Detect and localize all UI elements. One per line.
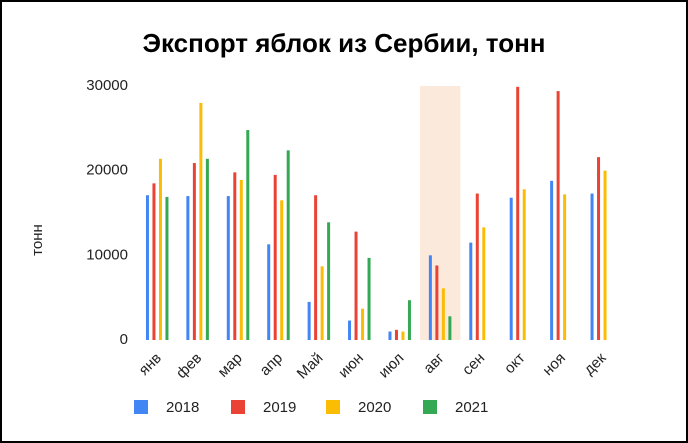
bar <box>361 308 365 340</box>
bar <box>516 86 520 340</box>
bar <box>199 102 203 340</box>
bar <box>401 331 405 340</box>
highlight-band <box>419 86 461 340</box>
bar <box>186 196 190 340</box>
bar <box>388 331 392 340</box>
bar <box>563 194 567 340</box>
legend-label: 2020 <box>358 399 391 416</box>
bar <box>590 193 594 340</box>
bar <box>165 196 169 340</box>
y-tick-label: 10000 <box>86 246 128 263</box>
bar <box>246 130 250 340</box>
bar <box>273 174 277 340</box>
bar <box>394 329 398 340</box>
legend-swatch <box>134 400 148 414</box>
bar <box>320 266 324 340</box>
bar <box>428 255 432 340</box>
bar <box>522 189 526 340</box>
bar <box>435 265 439 340</box>
bar <box>550 180 554 340</box>
bar <box>314 195 318 340</box>
bar <box>348 320 352 340</box>
bar <box>603 170 607 340</box>
y-tick-label: 30000 <box>86 77 128 94</box>
bar <box>239 179 243 340</box>
legend-swatch <box>423 400 437 414</box>
bar <box>556 91 560 340</box>
bar <box>367 257 371 340</box>
bar <box>354 231 358 340</box>
bar <box>482 227 486 340</box>
bar <box>469 242 473 340</box>
bar <box>152 183 156 340</box>
bar <box>233 172 237 340</box>
bar <box>509 197 513 340</box>
bar <box>205 158 209 340</box>
bar <box>286 150 290 340</box>
bar <box>192 163 196 340</box>
legend-label: 2021 <box>455 399 488 416</box>
bar <box>280 200 284 340</box>
y-tick-label: 20000 <box>86 162 128 179</box>
chart-title: Экспорт яблок из Сербии, тонн <box>143 28 546 58</box>
bar <box>475 193 479 340</box>
bar <box>327 222 331 340</box>
bar <box>448 316 452 340</box>
bar <box>145 195 149 340</box>
y-tick-label: 0 <box>120 331 128 348</box>
legend-swatch <box>231 400 245 414</box>
bar <box>307 301 311 340</box>
bar <box>407 300 411 340</box>
legend-label: 2019 <box>263 399 296 416</box>
legend-label: 2018 <box>166 399 199 416</box>
bar <box>441 288 445 340</box>
bar <box>226 196 230 340</box>
bar <box>158 158 162 340</box>
y-axis-label: тонн <box>29 224 46 256</box>
bar <box>597 157 601 340</box>
bar <box>267 244 271 340</box>
legend-swatch <box>326 400 340 414</box>
